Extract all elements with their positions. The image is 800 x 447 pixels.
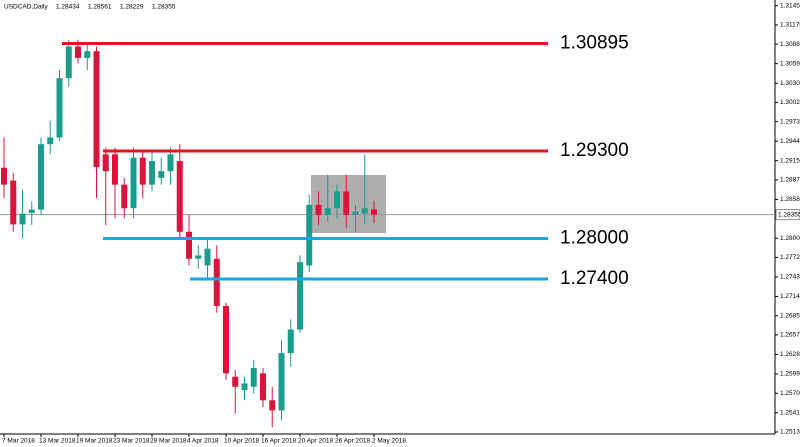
x-tick-label: 20 Apr 2018 (298, 438, 333, 445)
x-tick-label: 19 Mar 2018 (76, 438, 113, 445)
y-tick-label: 1.29735 (780, 118, 800, 125)
candle-body (19, 213, 26, 225)
y-tick-label: 1.30305 (780, 80, 800, 87)
candle-body (186, 231, 192, 259)
candle-body (223, 305, 229, 374)
y-tick-label: 1.29445 (780, 138, 800, 145)
y-tick-label: 1.25990 (780, 371, 800, 378)
y-tick-label: 1.30020 (780, 99, 800, 106)
header-low: 1.28229 (120, 4, 144, 11)
candle-body (93, 51, 100, 168)
candle-body (121, 184, 128, 209)
x-tick-label: 26 Apr 2018 (335, 438, 370, 445)
candle-body (167, 154, 174, 172)
level-label: 1.29300 (560, 140, 629, 161)
candle-body (232, 376, 239, 387)
header-high: 1.28561 (88, 4, 112, 11)
candle-body (334, 191, 340, 209)
candle-body (213, 258, 220, 306)
y-tick-label: 1.26570 (780, 332, 800, 339)
y-tick-label: 1.30595 (780, 60, 800, 67)
y-tick-label: 1.25130 (780, 429, 800, 436)
candle-body (139, 157, 146, 185)
candle-body (204, 248, 211, 266)
y-tick-label: 1.26280 (780, 351, 800, 358)
candle-body (176, 161, 183, 232)
candle-body (371, 209, 377, 215)
candle-body (324, 208, 331, 215)
x-tick-label: 2 May 2018 (372, 438, 406, 445)
x-tick-label: 4 Apr 2018 (187, 438, 219, 445)
y-tick-label: 1.27720 (780, 254, 800, 261)
x-tick-label: 7 Mar 2018 (2, 438, 35, 445)
x-tick-label: 23 Mar 2018 (113, 438, 150, 445)
candle-body (10, 180, 17, 225)
candle-body (84, 51, 91, 58)
y-tick-label: 1.29155 (780, 157, 800, 164)
y-tick-label: 1.30885 (780, 41, 800, 48)
candle-body (149, 161, 155, 185)
candle-body (287, 329, 294, 354)
candle-body (241, 383, 248, 391)
candle-body (195, 255, 202, 259)
candle-body (315, 204, 322, 215)
level-label: 1.30895 (560, 32, 629, 53)
candle-body (112, 154, 118, 185)
candle-body (306, 204, 313, 266)
candle-body (28, 209, 35, 213)
current-price-label: 1.28355 (778, 211, 800, 218)
y-tick-label: 1.28870 (780, 177, 800, 184)
candle-body (297, 262, 303, 330)
y-tick-label: 1.31170 (780, 22, 800, 29)
candle-body (343, 191, 350, 215)
candle-body (158, 171, 165, 178)
y-tick-label: 1.26855 (780, 312, 800, 319)
candle-body (1, 167, 7, 185)
candle-body (47, 137, 54, 145)
x-tick-label: 13 Mar 2018 (39, 438, 76, 445)
candle-body (56, 78, 63, 138)
symbol-label: USDCAD,Daily (4, 4, 48, 11)
candle-body (130, 157, 137, 209)
y-tick-label: 1.28580 (780, 196, 800, 203)
candle-body (278, 353, 285, 411)
candle-body (102, 154, 109, 172)
candle-body (361, 208, 368, 214)
header-open: 1.28434 (56, 4, 80, 11)
y-tick-label: 1.27140 (780, 293, 800, 300)
candle-body (65, 46, 72, 79)
x-tick-label: 10 Apr 2018 (224, 438, 259, 445)
candle-body (269, 400, 276, 411)
candle-body (75, 46, 81, 58)
level-label: 1.27400 (560, 268, 629, 289)
y-tick-label: 1.25705 (780, 390, 800, 397)
y-tick-label: 1.31455 (780, 2, 800, 9)
y-tick-label: 1.25415 (780, 409, 800, 416)
header-close: 1.28355 (152, 4, 176, 11)
x-tick-label: 29 Mar 2018 (150, 438, 187, 445)
candle-body (260, 373, 266, 401)
candle-body (352, 211, 359, 215)
y-tick-label: 1.27430 (780, 274, 800, 281)
x-tick-label: 16 Apr 2018 (261, 438, 296, 445)
level-label: 1.28000 (560, 228, 629, 249)
y-tick-label: 1.28005 (780, 235, 800, 242)
current-price-tag (775, 209, 800, 221)
candle-body (250, 367, 257, 387)
candle-body (38, 144, 44, 210)
